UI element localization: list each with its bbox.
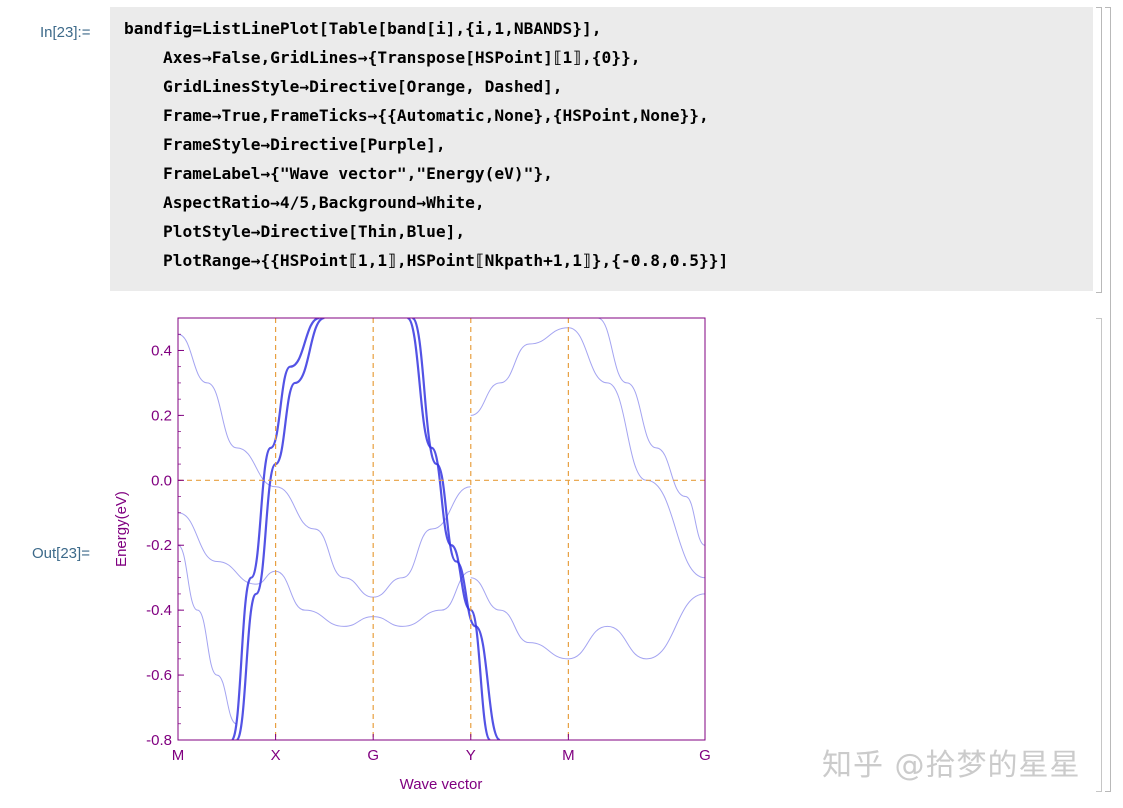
y-tick-label: -0.4 xyxy=(146,602,172,619)
y-tick-label: -0.8 xyxy=(146,732,172,749)
band-line xyxy=(178,544,237,725)
input-label: In[23]:= xyxy=(40,24,91,41)
x-tick-label: X xyxy=(271,747,281,764)
x-axis-label: Wave vector xyxy=(400,776,483,793)
code-line[interactable]: FrameStyle→Directive[Purple], xyxy=(124,135,446,154)
code-line[interactable]: PlotStyle→Directive[Thin,Blue], xyxy=(124,222,466,241)
band-line xyxy=(411,318,502,740)
y-tick-label: -0.6 xyxy=(146,667,172,684)
y-tick-label: 0.2 xyxy=(151,407,172,424)
band-line xyxy=(178,512,471,627)
input-cell[interactable]: bandfig=ListLinePlot[Table[band[i],{i,1,… xyxy=(110,7,1093,291)
band-line xyxy=(235,318,325,740)
plot-frame xyxy=(177,317,706,741)
plot-area xyxy=(178,318,705,740)
band-line xyxy=(470,327,705,579)
y-tick-label: 0.4 xyxy=(151,342,172,359)
grid-lines xyxy=(178,318,705,740)
code-line[interactable]: Frame→True,FrameTicks→{{Automatic,None},… xyxy=(124,106,709,125)
code-line[interactable]: PlotRange→{{HSPoint⟦1,1⟧,HSPoint⟦Nkpath+… xyxy=(124,251,729,270)
cell-bracket-input[interactable] xyxy=(1096,7,1102,293)
y-tick-label: 0.0 xyxy=(151,472,172,489)
code-line[interactable]: GridLinesStyle→Directive[Orange, Dashed]… xyxy=(124,77,563,96)
code-line[interactable]: bandfig=ListLinePlot[Table[band[i],{i,1,… xyxy=(124,19,602,38)
frame xyxy=(177,317,706,741)
cell-bracket-output[interactable] xyxy=(1096,318,1102,792)
cell-group-bracket[interactable] xyxy=(1105,7,1111,792)
code-line[interactable]: FrameLabel→{"Wave vector","Energy(eV)"}, xyxy=(124,164,553,183)
band-line xyxy=(178,333,471,598)
frame-ticks: 0.40.20.0-0.2-0.4-0.6-0.8M X G Y M G xyxy=(146,317,711,764)
band-line xyxy=(470,577,705,660)
x-tick-label: M xyxy=(172,747,185,764)
watermark: 知乎 @拾梦的星星 xyxy=(822,748,1081,783)
band-line xyxy=(597,318,705,546)
x-tick-label: Y xyxy=(466,747,476,764)
x-tick-label: M xyxy=(562,747,575,764)
x-tick-label: G xyxy=(367,747,379,764)
code-line[interactable]: AspectRatio→4/5,Background→White, xyxy=(124,193,485,212)
x-tick-label: G xyxy=(699,747,711,764)
y-axis-label: Energy(eV) xyxy=(113,491,130,567)
output-label: Out[23]= xyxy=(32,545,90,562)
band-line xyxy=(230,318,320,740)
y-tick-label: -0.2 xyxy=(146,537,172,554)
code-line[interactable]: Axes→False,GridLines→{Transpose[HSPoint]… xyxy=(124,48,641,67)
